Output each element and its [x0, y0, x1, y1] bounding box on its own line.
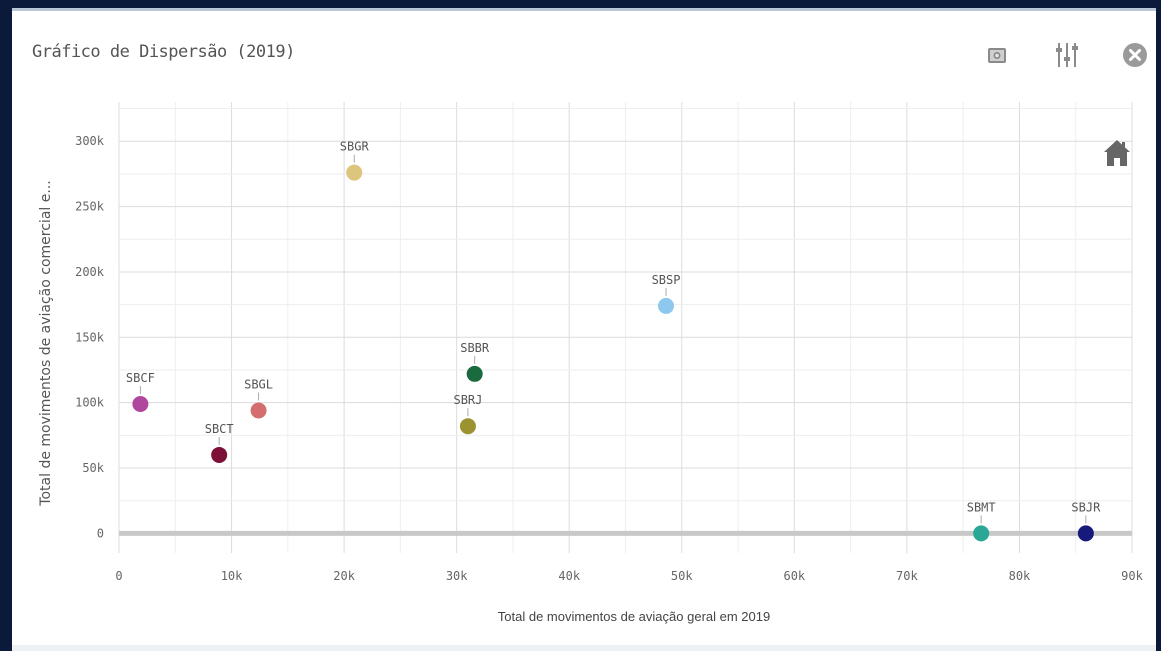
data-point-sbcf[interactable]	[132, 395, 149, 412]
y-axis-ticks: 0 50k 100k 150k 200k 250k 300k	[75, 134, 105, 540]
camera-icon[interactable]	[982, 40, 1012, 70]
point-label: SBRJ	[453, 393, 482, 407]
point-label: SBGL	[244, 378, 273, 392]
x-tick-label: 20k	[333, 569, 355, 583]
y-tick-label: 100k	[75, 396, 105, 410]
data-point-sbmt[interactable]	[973, 525, 990, 542]
point-label: SBJR	[1071, 500, 1101, 514]
point-label: SBBR	[460, 341, 490, 355]
y-tick-label: 50k	[82, 461, 104, 475]
data-point-sbrj[interactable]	[459, 418, 476, 435]
point-label: SBSP	[652, 273, 681, 287]
panel-footer	[12, 645, 1156, 651]
chart-title: Gráfico de Dispersão (2019)	[32, 42, 295, 62]
home-icon[interactable]	[1104, 140, 1130, 166]
scatter-chart: 0 10k 20k 30k 40k 50k 60k 70k 80k 90k 0 50k 100k 150…	[38, 102, 1144, 624]
y-axis-label: Total de movimentos de aviação comercial…	[38, 180, 54, 506]
x-tick-label: 70k	[896, 569, 918, 583]
sliders-icon[interactable]	[1052, 40, 1082, 70]
point-label: SBCT	[205, 422, 234, 436]
x-tick-label: 40k	[558, 569, 580, 583]
x-tick-label: 30k	[446, 569, 468, 583]
x-tick-label: 80k	[1009, 569, 1031, 583]
x-tick-label: 60k	[783, 569, 805, 583]
data-point-sbgl[interactable]	[250, 402, 267, 419]
grid-lines	[118, 102, 1133, 553]
y-tick-label: 150k	[75, 330, 105, 344]
y-tick-label: 300k	[75, 134, 105, 148]
data-point-sbjr[interactable]	[1077, 525, 1094, 542]
y-tick-label: 250k	[75, 200, 105, 214]
chart-panel: Gráfico de Dispersão (2019) 0 10k 20	[12, 8, 1156, 651]
data-point-sbgr[interactable]	[346, 164, 363, 181]
x-tick-label: 10k	[221, 569, 243, 583]
point-label: SBCF	[126, 371, 155, 385]
x-axis-label: Total de movimentos de aviação geral em …	[498, 609, 770, 624]
y-tick-label: 200k	[75, 265, 105, 279]
data-point-sbsp[interactable]	[658, 297, 675, 314]
x-tick-label: 90k	[1121, 569, 1143, 583]
data-point-sbct[interactable]	[211, 446, 228, 463]
x-tick-label: 0	[115, 569, 122, 583]
data-point-sbbr[interactable]	[466, 365, 483, 382]
close-icon[interactable]	[1120, 40, 1150, 70]
point-label: SBGR	[340, 140, 370, 154]
panel-top-border	[12, 8, 1156, 11]
x-tick-label: 50k	[671, 569, 693, 583]
x-axis-ticks: 0 10k 20k 30k 40k 50k 60k 70k 80k 90k	[115, 569, 1143, 583]
y-tick-label: 0	[97, 526, 104, 540]
data-points: SBCF SBCT SBGL SBGR SBBR SBRJ SBSP SBMT SBJR	[126, 140, 1101, 542]
point-label: SBMT	[967, 500, 996, 514]
